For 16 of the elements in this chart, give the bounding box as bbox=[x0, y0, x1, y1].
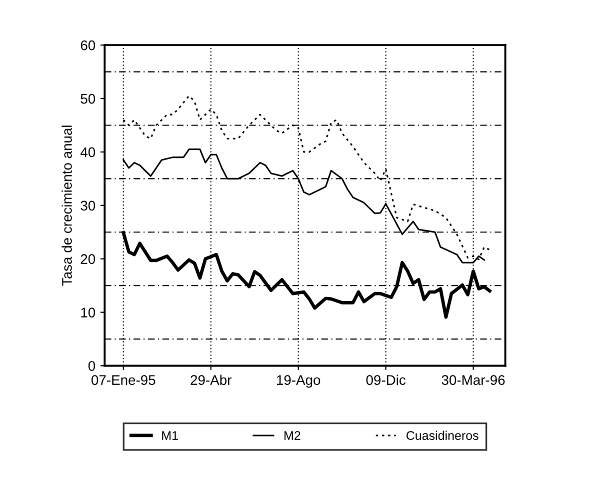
x-tick-label: 07-Ene-95 bbox=[92, 375, 156, 385]
y-tick-label: 60 bbox=[80, 40, 96, 50]
legend-label: M2 bbox=[284, 431, 300, 440]
y-tick-label: 40 bbox=[80, 147, 96, 158]
y-tick-label: 30 bbox=[80, 200, 96, 211]
y-tick-label: 50 bbox=[80, 94, 96, 104]
y-axis-title: Tasa de crecimiento anual bbox=[62, 126, 72, 286]
y-tick-label: 10 bbox=[81, 308, 96, 318]
y-tick-label: 20 bbox=[80, 254, 96, 264]
legend-label: M1 bbox=[162, 431, 178, 440]
x-tick-label: 09-Dic bbox=[366, 374, 406, 385]
legend-label: Cuasidineros bbox=[406, 430, 478, 440]
x-tick-label: 19-Ago bbox=[277, 375, 320, 388]
x-tick-label: 30-Mar-96 bbox=[442, 375, 505, 385]
x-tick-label: 29-Abr bbox=[190, 374, 232, 385]
y-tick-label: 0 bbox=[88, 361, 96, 371]
